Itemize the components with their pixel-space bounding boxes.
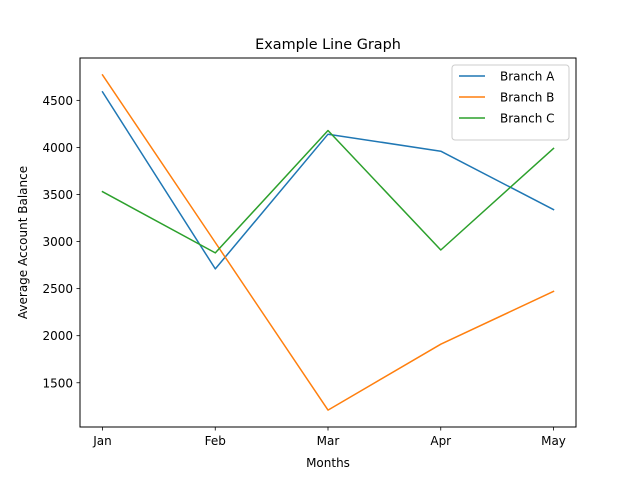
y-tick-label: 4000 xyxy=(42,141,73,155)
y-tick-label: 3500 xyxy=(42,188,73,202)
x-tick-label: Mar xyxy=(317,434,340,448)
legend-label: Branch C xyxy=(500,112,555,126)
series-line-3 xyxy=(101,129,555,254)
series-line-2 xyxy=(101,73,555,411)
x-axis-label: Months xyxy=(306,456,350,470)
chart-title: Example Line Graph xyxy=(255,37,401,53)
legend-label: Branch B xyxy=(500,91,554,105)
y-tick-label: 3000 xyxy=(42,235,73,249)
legend-label: Branch A xyxy=(500,70,555,84)
x-tick-label: May xyxy=(541,434,566,448)
x-tick-label: Feb xyxy=(205,434,226,448)
y-tick-label: 2000 xyxy=(42,329,73,343)
x-tick-label: Apr xyxy=(430,434,451,448)
y-tick-label: 4500 xyxy=(42,94,73,108)
y-axis-ticks: 1500 2000 2500 3000 3500 4000 4500 xyxy=(42,94,80,390)
series-layer xyxy=(101,73,555,411)
x-axis-ticks: Jan Feb Mar Apr May xyxy=(92,427,566,448)
y-axis-label: Average Account Balance xyxy=(16,166,30,319)
legend: Branch A Branch B Branch C xyxy=(451,64,570,141)
x-tick-label: Jan xyxy=(92,434,112,448)
legend-box xyxy=(451,64,570,141)
plot-frame xyxy=(79,57,577,428)
series-line-1 xyxy=(101,90,555,270)
y-tick-label: 2500 xyxy=(42,282,73,296)
y-tick-label: 1500 xyxy=(42,376,73,390)
